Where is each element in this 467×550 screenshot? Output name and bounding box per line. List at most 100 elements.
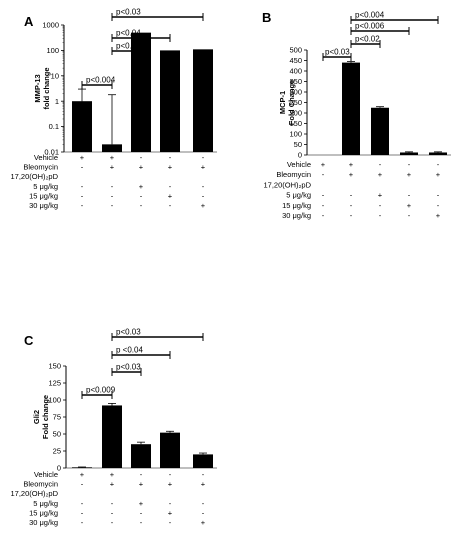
condition-mark: - — [111, 499, 114, 508]
condition-mark: - — [322, 170, 325, 179]
y-tick-label: 300 — [289, 88, 302, 97]
condition-mark: - — [81, 182, 84, 191]
condition-mark: - — [169, 499, 172, 508]
y-tick-label: 500 — [289, 46, 302, 55]
condition-mark: + — [349, 170, 354, 179]
condition-mark: - — [350, 201, 353, 210]
y-axis-label-A: MMP-13 — [33, 74, 42, 102]
condition-mark: + — [168, 508, 173, 517]
y-tick-label: 1000 — [42, 21, 59, 30]
bar-B-2 — [342, 62, 360, 155]
condition-label: Bleomycin — [276, 170, 311, 179]
condition-mark: - — [322, 201, 325, 210]
bar-A-4 — [160, 50, 180, 152]
condition-mark: + — [407, 201, 412, 210]
y-tick-label: 50 — [294, 140, 302, 149]
y-tick-label: 100 — [46, 46, 59, 55]
condition-mark: + — [407, 170, 412, 179]
y-tick-label: 50 — [53, 430, 61, 439]
condition-mark: - — [81, 480, 84, 489]
bar-B-4 — [400, 152, 418, 155]
condition-mark: - — [202, 182, 205, 191]
condition-mark: + — [168, 163, 173, 172]
y-tick-label: 75 — [53, 413, 61, 422]
condition-mark: - — [169, 201, 172, 210]
condition-mark: + — [378, 170, 383, 179]
p-value-label: p<0.04 — [116, 29, 141, 38]
condition-mark: + — [110, 163, 115, 172]
condition-mark: - — [202, 499, 205, 508]
condition-mark: + — [168, 480, 173, 489]
condition-mark: - — [437, 201, 440, 210]
condition-mark: - — [111, 201, 114, 210]
y-tick-label: 0 — [57, 464, 61, 473]
condition-mark: + — [139, 480, 144, 489]
condition-label: 15 μg/kg — [282, 201, 311, 210]
condition-label: Vehicle — [287, 160, 311, 169]
condition-label: 5 μg/kg — [33, 182, 58, 191]
condition-mark: - — [140, 153, 143, 162]
condition-label: 30 μg/kg — [29, 201, 58, 210]
condition-label: Bleomycin — [23, 163, 58, 172]
p-value-label: p<0.03 — [116, 328, 141, 337]
condition-mark: - — [81, 201, 84, 210]
y-axis-label-A: fold change — [42, 67, 51, 109]
bar-C-4 — [160, 432, 180, 468]
bar-B-3 — [371, 107, 389, 155]
condition-label: 5 μg/kg — [286, 191, 311, 200]
condition-mark: - — [111, 191, 114, 200]
p-value-label: p<0.02 — [355, 35, 380, 44]
condition-mark: - — [140, 191, 143, 200]
condition-mark: + — [168, 191, 173, 200]
condition-mark: - — [408, 191, 411, 200]
condition-mark: - — [81, 508, 84, 517]
condition-mark: + — [110, 470, 115, 479]
y-tick-label: 0.1 — [49, 122, 59, 131]
y-tick-label: 0 — [298, 151, 302, 160]
condition-mark: - — [140, 508, 143, 517]
condition-label: 17,20(OH)₂pD — [10, 489, 58, 498]
condition-mark: + — [201, 163, 206, 172]
y-axis-label-B: Fold Change — [287, 80, 296, 125]
condition-mark: - — [408, 211, 411, 220]
condition-label: 17,20(OH)₂pD — [10, 172, 58, 181]
condition-mark: + — [110, 153, 115, 162]
condition-mark: - — [111, 508, 114, 517]
condition-mark: - — [140, 470, 143, 479]
condition-mark: + — [139, 499, 144, 508]
condition-mark: - — [379, 160, 382, 169]
panel-letter-A: A — [24, 14, 34, 29]
condition-mark: - — [350, 211, 353, 220]
condition-mark: - — [408, 160, 411, 169]
condition-mark: - — [169, 470, 172, 479]
y-tick-label: 125 — [48, 379, 61, 388]
y-tick-label: 350 — [289, 77, 302, 86]
bar-C-5 — [193, 454, 213, 468]
condition-mark: + — [436, 170, 441, 179]
bar-B-5 — [429, 152, 447, 155]
condition-label: 17,20(OH)₂pD — [263, 180, 311, 189]
bar-C-1 — [72, 467, 92, 468]
condition-mark: - — [140, 518, 143, 527]
condition-label: 5 μg/kg — [33, 499, 58, 508]
y-tick-label: 0.01 — [44, 148, 59, 157]
condition-mark: + — [80, 153, 85, 162]
bar-A-5 — [193, 49, 213, 152]
p-value-label: p<0.03 — [116, 363, 141, 372]
p-value-label: p<0.03 — [325, 48, 350, 57]
condition-mark: - — [111, 182, 114, 191]
p-value-label: p<0.03 — [116, 8, 141, 17]
y-axis-label-B: MCP-1 — [278, 91, 287, 114]
y-tick-label: 1 — [55, 97, 59, 106]
condition-mark: - — [111, 518, 114, 527]
y-tick-label: 250 — [289, 98, 302, 107]
condition-mark: - — [169, 518, 172, 527]
p-value-label: p<0.02 — [116, 42, 141, 51]
y-tick-label: 450 — [289, 56, 302, 65]
condition-mark: - — [202, 153, 205, 162]
p-value-label: p<0.009 — [86, 386, 116, 395]
condition-label: 30 μg/kg — [282, 211, 311, 220]
bar-A-3 — [131, 32, 151, 152]
condition-mark: - — [81, 191, 84, 200]
condition-mark: + — [80, 470, 85, 479]
